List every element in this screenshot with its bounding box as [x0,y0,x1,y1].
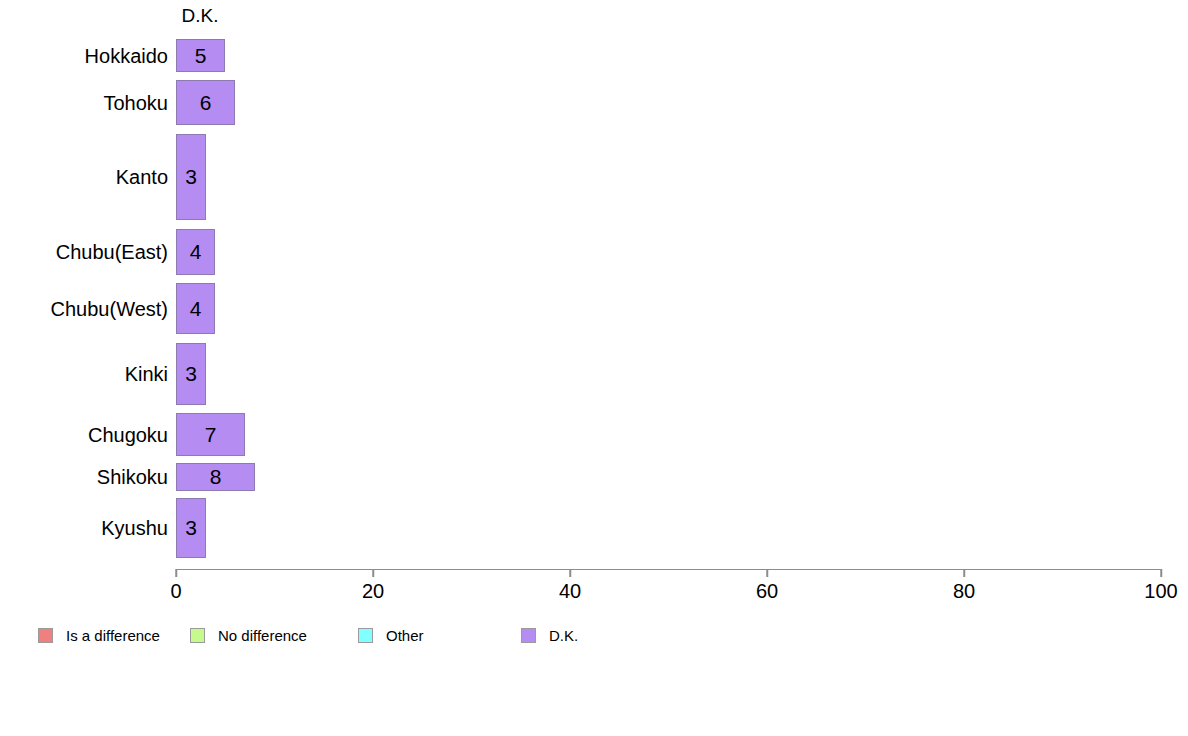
x-axis-tick-label: 60 [756,580,778,603]
x-axis-tick-label: 0 [170,580,181,603]
x-axis-tick [175,569,177,577]
legend-item-label: No difference [218,627,307,644]
legend-item: Other [358,626,424,644]
x-axis-tick [1160,569,1162,577]
legend-item: No difference [190,626,307,644]
x-axis-tick-label: 80 [953,580,975,603]
legend-item-label: Other [386,627,424,644]
x-axis-line [176,569,1161,570]
legend-swatch [190,628,205,643]
legend: Is a difference No difference Other D.K. [0,626,1188,646]
x-axis-tick [372,569,374,577]
x-axis-tick [963,569,965,577]
legend-item: D.K. [521,626,578,644]
legend-swatch [521,628,536,643]
x-axis-tick-label: 100 [1144,580,1177,603]
x-axis-tick [569,569,571,577]
bar-chart: D.K. Hokkaido 5 Tohoku 6 Kanto 3 Chubu(E… [0,0,1188,736]
legend-item-label: Is a difference [66,627,160,644]
x-axis-tick-label: 20 [362,580,384,603]
x-axis-tick [766,569,768,577]
legend-item: Is a difference [38,626,160,644]
x-axis-tick-label: 40 [559,580,581,603]
legend-item-label: D.K. [549,627,578,644]
legend-swatch [358,628,373,643]
legend-swatch [38,628,53,643]
